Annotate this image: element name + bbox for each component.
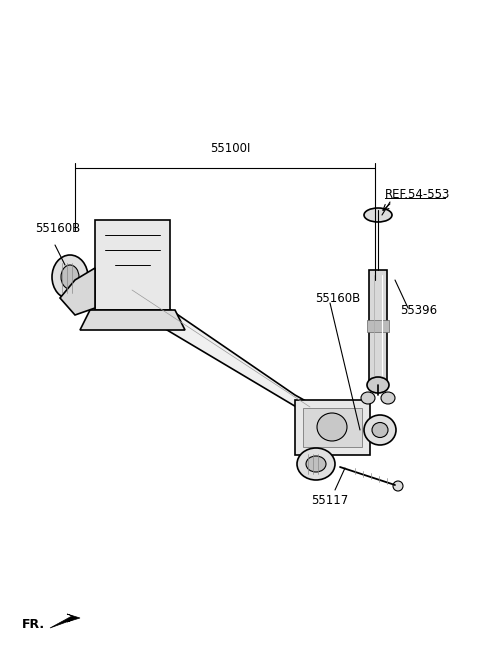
Ellipse shape [367,377,389,393]
Text: 55396: 55396 [400,304,437,317]
Text: 55160B: 55160B [315,292,360,304]
FancyBboxPatch shape [303,408,362,447]
FancyBboxPatch shape [367,320,389,332]
FancyBboxPatch shape [95,220,170,310]
Text: FR.: FR. [22,618,45,631]
Ellipse shape [297,448,335,480]
Circle shape [393,481,403,491]
Ellipse shape [372,422,388,438]
Polygon shape [50,614,80,628]
Polygon shape [120,282,340,430]
Ellipse shape [381,392,395,404]
Ellipse shape [364,208,392,222]
Text: 55160B: 55160B [35,221,80,235]
Ellipse shape [61,265,79,289]
Ellipse shape [306,456,326,472]
Text: 55100I: 55100I [210,142,250,155]
Ellipse shape [361,392,375,404]
FancyBboxPatch shape [369,270,387,380]
Text: REF.54-553: REF.54-553 [385,189,450,202]
Text: 55117: 55117 [312,494,348,507]
Polygon shape [60,268,95,315]
Ellipse shape [317,413,347,441]
Polygon shape [80,310,185,330]
Ellipse shape [364,415,396,445]
Ellipse shape [52,255,88,299]
FancyBboxPatch shape [295,400,370,455]
